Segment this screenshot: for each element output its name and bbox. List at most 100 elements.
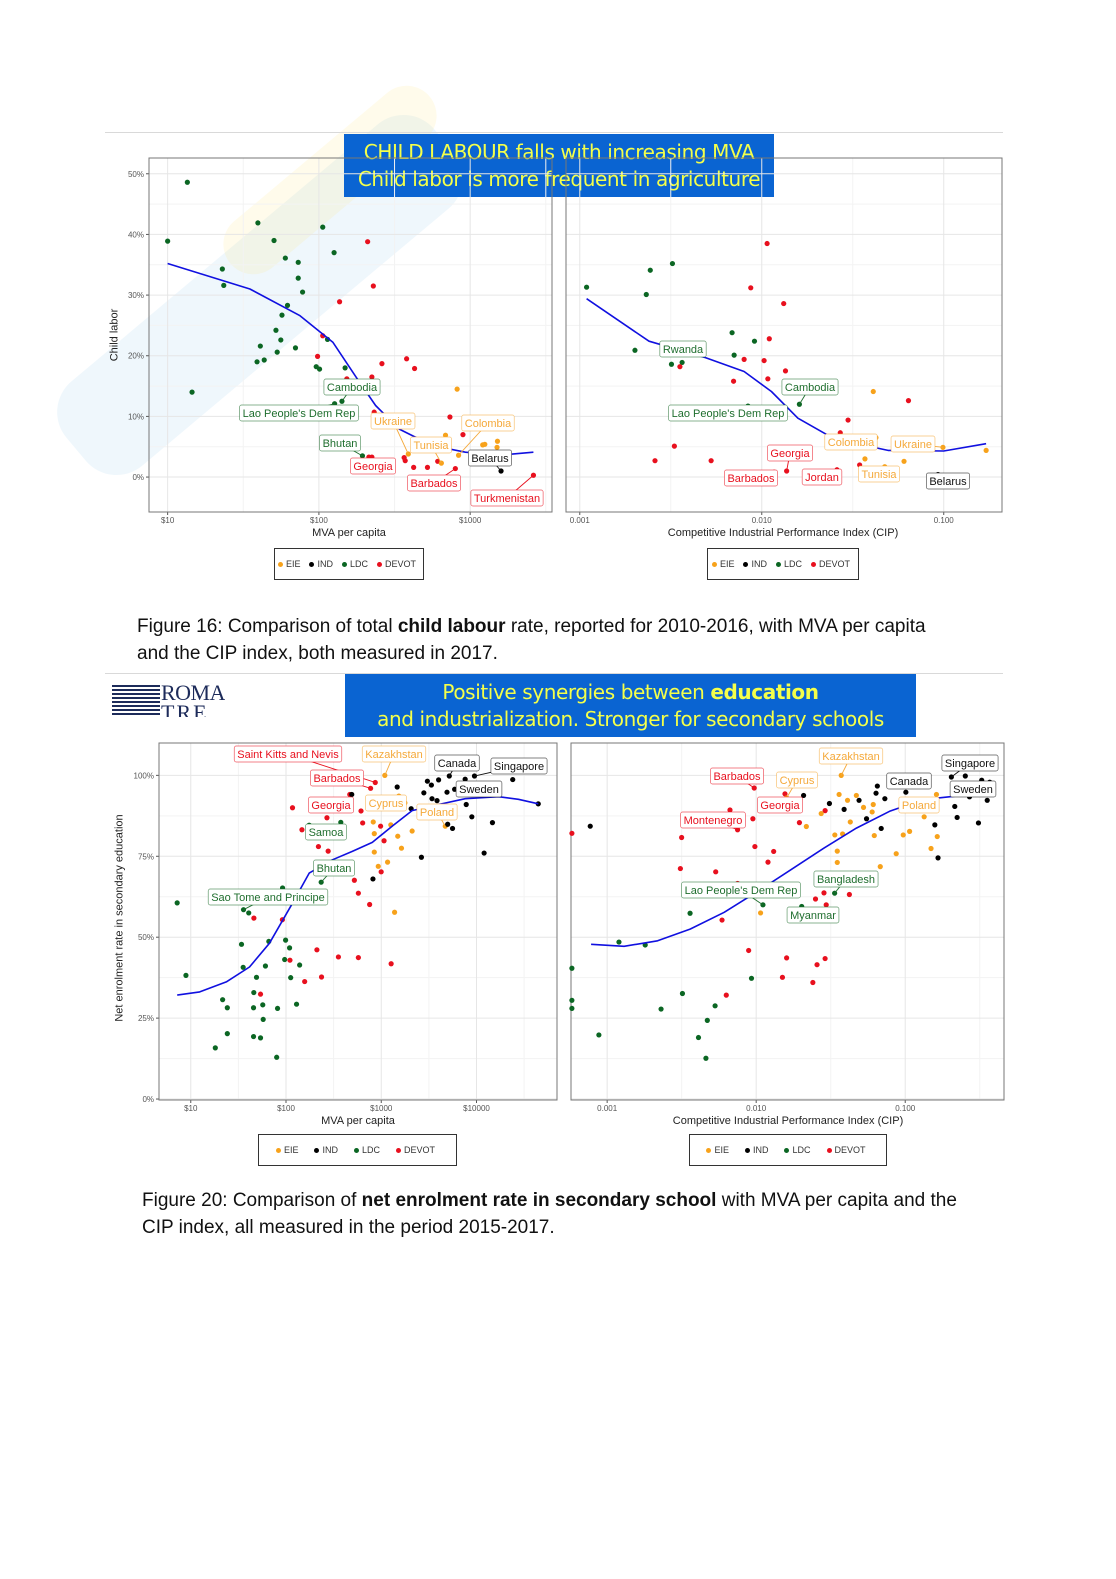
chart4-x-axis-title: Competitive Industrial Performance Index… [672, 1115, 904, 1127]
legend-label: IND [322, 1145, 338, 1155]
legend-item-ldc: LDC [341, 559, 368, 569]
annotation-label: Barbados [727, 473, 775, 485]
data-point-eie [928, 845, 934, 852]
data-point-devot [355, 890, 361, 896]
data-point-devot [370, 283, 376, 289]
figure16-title-line2: Child labor is more frequent in agricult… [357, 167, 761, 191]
data-point-devot [367, 901, 373, 908]
annotation-box [434, 754, 480, 772]
legend-item-ind: IND [309, 559, 333, 569]
data-point-eie [844, 797, 851, 803]
roma-tre-logo: ROMA TRE [112, 683, 227, 717]
data-point-devot [723, 992, 729, 998]
annotation-label: Bhutan [317, 863, 352, 875]
annotation-box [416, 803, 458, 821]
figure16-caption: Figure 16: Comparison of total child lab… [137, 613, 957, 667]
data-point-ind [418, 854, 425, 860]
data-point-ind [444, 789, 450, 795]
data-point-ind [436, 777, 442, 783]
figure20-title-line2: and industrialization. Stronger for seco… [377, 707, 884, 731]
annotation-label: Poland [420, 807, 454, 819]
data-point-ldc [224, 1031, 230, 1037]
legend-dot-icon [314, 1147, 320, 1153]
legend-label: LDC [361, 1145, 380, 1155]
data-point-eie [834, 848, 840, 854]
y-tick-label: 0% [132, 473, 144, 482]
chart3-legend: EIE IND LDC DEVOT [258, 1134, 457, 1166]
data-point-eie [832, 832, 838, 838]
data-point-eie [409, 828, 415, 834]
chart2-x-axis-title: Competitive Industrial Performance Index… [667, 527, 899, 539]
data-point-ldc [253, 974, 260, 980]
data-point-devot [460, 432, 466, 438]
data-point-ldc [271, 237, 277, 244]
data-point-devot [404, 356, 410, 362]
trend-line [586, 298, 987, 452]
x-tick-label: 0.010 [752, 516, 773, 525]
annotation-label: Cambodia [327, 382, 378, 394]
data-point-ind [445, 821, 451, 827]
data-point-ldc [184, 179, 190, 185]
data-point-eie [862, 456, 868, 462]
data-point-ldc [257, 1035, 264, 1041]
data-point-devot [381, 838, 387, 844]
data-point-devot [677, 865, 683, 872]
data-point-ind [421, 790, 427, 796]
data-point-ind [954, 814, 960, 821]
chart-panel-border [570, 742, 1005, 1101]
data-point-eie [818, 810, 824, 817]
legend-item-ldc: LDC [353, 1145, 380, 1155]
chart1-x-axis-title: MVA per capita [312, 527, 386, 539]
data-point-ldc [220, 997, 226, 1003]
data-point-eie [933, 791, 940, 798]
y-tick-label: 100% [134, 771, 154, 780]
data-point-devot [822, 808, 828, 814]
data-point-devot [821, 890, 827, 896]
annotation-box [361, 745, 427, 763]
caption-bold: net enrolment rate in secondary school [361, 1190, 717, 1211]
legend-dot-icon [711, 561, 717, 567]
data-point-devot [336, 299, 343, 305]
annotation-box [890, 435, 936, 453]
data-point-devot [766, 336, 772, 342]
annotation-label: Georgia [770, 448, 810, 460]
data-point-devot [727, 807, 733, 813]
data-point-eie [370, 819, 376, 825]
data-point-ldc [224, 1005, 230, 1011]
data-point-eie [398, 845, 405, 851]
chart3-x-axis-title: MVA per capita [321, 1115, 395, 1127]
data-point-ldc [251, 989, 257, 996]
legend-item-ldc: LDC [784, 1145, 811, 1155]
trend-line [591, 795, 957, 948]
data-point-ind [462, 776, 468, 782]
annotation-box [490, 757, 548, 775]
data-point-devot [823, 902, 829, 908]
legend-label: DEVOT [404, 1145, 436, 1155]
annotation-label: Sweden [459, 784, 499, 796]
data-point-ind [952, 803, 958, 810]
data-point-devot [314, 947, 320, 953]
annotation-label: Ukraine [894, 439, 932, 451]
data-point-devot [315, 843, 322, 850]
annotation-label: Barbados [713, 771, 761, 783]
data-point-devot [752, 843, 758, 850]
y-tick-label: 25% [138, 1014, 154, 1023]
data-point-eie [803, 823, 809, 830]
data-point-devot [289, 805, 296, 811]
legend-label: IND [752, 1145, 769, 1155]
data-point-ldc [320, 224, 326, 230]
data-point-ldc [273, 327, 279, 333]
legend-label: DEVOT [819, 559, 851, 569]
data-point-ind [826, 800, 833, 807]
data-point-eie [391, 909, 398, 915]
data-point-ind [874, 783, 880, 789]
data-point-ldc [260, 1002, 266, 1008]
separator-top [105, 132, 1003, 133]
legend-dot-icon [341, 561, 347, 567]
annotation-label: Sweden [953, 784, 993, 796]
data-point-devot [765, 376, 771, 382]
figure20-caption: Figure 20: Comparison of net enrolment r… [142, 1187, 992, 1241]
annotation-label: Lao People's Dem Rep [672, 408, 785, 420]
data-point-ldc [286, 945, 293, 951]
annotation-label: Bhutan [323, 438, 358, 450]
